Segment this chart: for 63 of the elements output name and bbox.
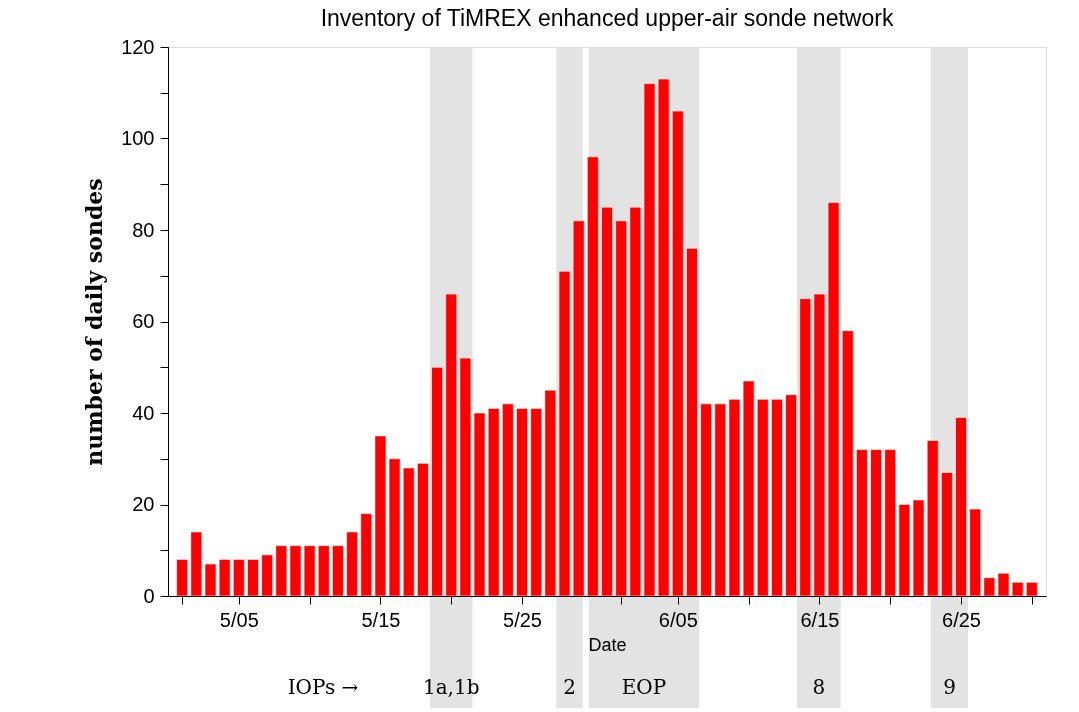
bar (756, 398, 769, 597)
bar (502, 403, 514, 597)
bar (445, 293, 458, 597)
bar (615, 220, 627, 597)
bar (785, 394, 797, 597)
x-tick-label: 5/25 (503, 608, 542, 631)
bar (417, 463, 429, 597)
chart-title: Inventory of TiMREX enhanced upper-air sonde network (320, 5, 894, 31)
bar (884, 449, 897, 597)
text: IOPs → (287, 675, 359, 699)
y-tick-label: 0 (143, 584, 155, 607)
bar (969, 508, 982, 597)
x-tick-label: 6/15 (800, 608, 840, 631)
y-tick-label: 80 (132, 218, 155, 241)
x-tick-label: 6/05 (658, 608, 698, 631)
bar (317, 545, 330, 597)
bar (261, 554, 273, 597)
y-tick-label: 40 (132, 401, 155, 424)
bar (926, 440, 939, 597)
bar (1026, 581, 1038, 597)
bar (870, 449, 882, 597)
bar (572, 220, 585, 597)
y-tick-label: 60 (132, 310, 155, 332)
bar (190, 531, 203, 597)
bar (402, 467, 415, 597)
bar (275, 545, 288, 597)
band-label: 2 (563, 675, 576, 699)
bar (941, 472, 953, 597)
bar (700, 403, 712, 597)
bar (955, 417, 967, 597)
bar (487, 408, 500, 597)
bar (346, 531, 358, 597)
bar (771, 398, 783, 597)
bar (601, 206, 613, 597)
x-axis-title: Date (588, 634, 627, 655)
bar (247, 559, 259, 597)
bar (629, 206, 642, 597)
bar (841, 330, 854, 597)
x-tick-label: 5/15 (361, 608, 401, 631)
bar (1011, 581, 1024, 597)
bar (332, 545, 344, 597)
bar (587, 156, 599, 597)
bar (516, 408, 528, 597)
x-tick-label: 5/05 (219, 608, 259, 631)
bar (176, 559, 188, 597)
band-label: EOP (621, 675, 667, 699)
x-tick-label: 6/25 (942, 608, 981, 631)
bar (686, 248, 698, 597)
y-tick-label: 20 (132, 493, 155, 515)
band-label: 9 (943, 675, 956, 699)
bar (530, 408, 543, 597)
bar (232, 559, 245, 597)
y-axis-title: number of daily sondes (81, 178, 108, 466)
bar (360, 513, 373, 597)
bar (671, 110, 684, 597)
band-label: 8 (812, 675, 826, 699)
bar (856, 449, 868, 597)
bar (714, 403, 727, 597)
bar (431, 366, 443, 597)
bar (799, 298, 812, 597)
band-label: 1a,1b (422, 675, 480, 699)
y-tick-label: 120 (121, 35, 155, 58)
y-tick-label: 100 (121, 127, 155, 149)
